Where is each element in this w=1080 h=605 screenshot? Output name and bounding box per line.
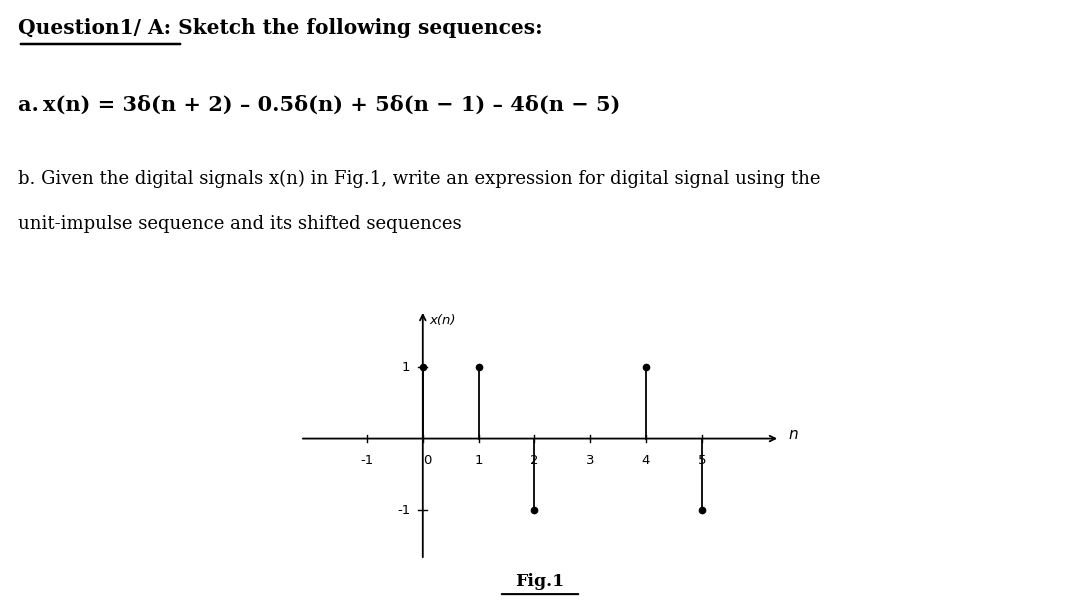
Text: unit-impulse sequence and its shifted sequences: unit-impulse sequence and its shifted se… xyxy=(18,215,461,233)
Text: b. Given the digital signals x(n) in Fig.1, write an expression for digital sign: b. Given the digital signals x(n) in Fig… xyxy=(18,170,821,188)
Text: -1: -1 xyxy=(361,454,374,467)
Text: -1: -1 xyxy=(397,503,410,517)
Text: Fig.1: Fig.1 xyxy=(515,573,565,590)
Text: x(n): x(n) xyxy=(430,313,456,327)
Text: n: n xyxy=(788,427,798,442)
Text: 2: 2 xyxy=(530,454,539,467)
Text: a. x(n) = 3δ(n + 2) – 0.5δ(n) + 5δ(n − 1) – 4δ(n − 5): a. x(n) = 3δ(n + 2) – 0.5δ(n) + 5δ(n − 1… xyxy=(18,95,620,115)
Text: 1: 1 xyxy=(474,454,483,467)
Text: 4: 4 xyxy=(642,454,650,467)
Text: 3: 3 xyxy=(586,454,594,467)
Text: 0: 0 xyxy=(422,454,431,467)
Text: 5: 5 xyxy=(698,454,706,467)
Text: 1: 1 xyxy=(402,361,410,374)
Text: Question1/ A: Sketch the following sequences:: Question1/ A: Sketch the following seque… xyxy=(18,18,542,38)
